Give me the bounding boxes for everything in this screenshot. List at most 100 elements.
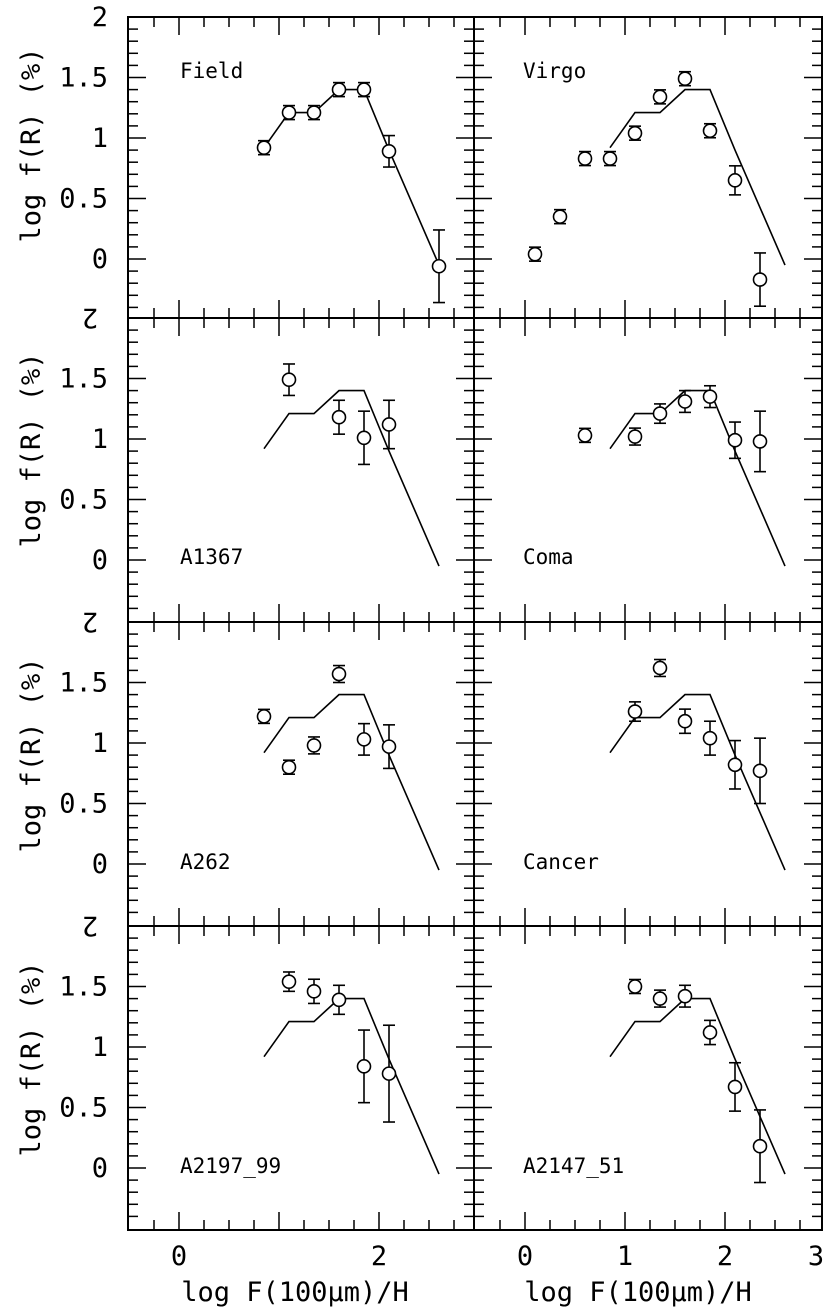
data-point [577, 151, 593, 166]
x-tick-label: 2 [371, 1241, 387, 1272]
y-tick-label: 1 [92, 123, 108, 154]
panel-label: Field [180, 59, 243, 83]
panel-label: A262 [180, 850, 231, 874]
data-point [577, 428, 593, 443]
data-point [356, 732, 372, 747]
panel-label: Virgo [523, 59, 586, 83]
data-point [752, 763, 768, 779]
y-tick-label: 0 [92, 244, 108, 275]
data-point [652, 991, 668, 1006]
data-point [727, 432, 743, 448]
data-point [677, 988, 693, 1004]
data-point [627, 704, 643, 719]
model-line [609, 88, 786, 266]
data-point [381, 1066, 397, 1081]
data-point [331, 666, 347, 682]
panel-frame [473, 925, 823, 1231]
y-tick-label: 2 [82, 302, 98, 333]
data-point [306, 984, 322, 999]
y-tick-label: 2 [92, 2, 108, 33]
model-line [263, 389, 440, 567]
data-point [381, 144, 397, 159]
data-point [331, 992, 347, 1008]
data-point [627, 125, 643, 141]
data-point [256, 140, 272, 155]
data-point [727, 757, 743, 773]
x-tick-label: 0 [517, 1241, 533, 1272]
data-point [527, 246, 543, 262]
data-point [727, 173, 743, 188]
data-point [752, 272, 768, 287]
panel-labels: Field Virgo A1367 Coma A262 Cancer A2197_99 A21… [180, 59, 624, 1178]
y-tick-label: 0 [92, 1153, 108, 1184]
data-point [652, 406, 668, 421]
y-tick-label: 1.5 [59, 972, 108, 1003]
x-tick-label: 2 [717, 1241, 733, 1272]
model-line [609, 389, 786, 567]
data-point [356, 1059, 372, 1074]
data-point [306, 105, 322, 120]
data-point [652, 660, 668, 676]
data-point [677, 394, 693, 409]
axis-ticks [128, 17, 822, 1230]
data-point [677, 713, 693, 729]
panel-frame [473, 621, 823, 927]
data-point [431, 258, 447, 274]
y-tick-label: 0.5 [59, 184, 108, 215]
data-point [727, 1079, 743, 1095]
model-line [263, 997, 440, 1175]
x-axis-title: log F(100μm)/H [524, 1277, 752, 1308]
data-point [702, 1025, 718, 1040]
data-point [552, 209, 568, 224]
y-tick-label: 1.5 [59, 63, 108, 94]
data-point [281, 974, 297, 989]
y-tick-label: 1.5 [59, 364, 108, 395]
x-tick-label: 0 [171, 1241, 187, 1272]
y-tick-label: 0 [92, 849, 108, 880]
y-axis-title: log f(R) (%) [16, 657, 47, 852]
y-axis-title: log f(R) (%) [16, 961, 47, 1156]
data-point [702, 123, 718, 139]
panel-frames [127, 16, 823, 1231]
data-point [752, 1138, 768, 1154]
y-tick-label: 0.5 [59, 485, 108, 516]
data-points [256, 70, 768, 1184]
panel-frame [473, 317, 823, 623]
data-point [652, 89, 668, 105]
y-tick-label: 1.5 [59, 668, 108, 699]
y-axis-title: log f(R) (%) [16, 352, 47, 547]
y-tick-label: 1 [92, 728, 108, 759]
y-tick-label: 0.5 [59, 789, 108, 820]
data-point [677, 71, 693, 87]
y-tick-label: 2 [82, 910, 98, 941]
y-tick-label: 1 [92, 1032, 108, 1063]
axis-titles: log f(R) (%) log f(R) (%) log f(R) (%) log … [16, 47, 752, 1308]
data-point [331, 409, 347, 425]
data-point [602, 151, 618, 166]
data-point [356, 430, 372, 446]
data-point [331, 82, 347, 97]
data-point [702, 389, 718, 404]
x-tick-label: 1 [617, 1241, 633, 1272]
data-point [281, 105, 297, 120]
data-point [702, 730, 718, 746]
x-axis-title: log F(100μm)/H [181, 1277, 409, 1308]
tick-labels: 2 1.5 1 0.5 0 2 1.5 1 0.5 0 2 1.5 1 0.5 0 2 1.5 1 0.5 0 0 2 0 1… [59, 2, 824, 1272]
panel-frame [127, 317, 475, 623]
data-point [256, 709, 272, 724]
panel-frame [127, 925, 475, 1231]
y-tick-label: 0.5 [59, 1093, 108, 1124]
data-point [381, 739, 397, 754]
y-axis-title: log f(R) (%) [16, 47, 47, 242]
data-point [627, 429, 643, 444]
data-point [281, 372, 297, 388]
panel-label: Cancer [523, 850, 599, 874]
panel-label: A2197_99 [180, 1154, 281, 1178]
y-tick-label: 1 [92, 424, 108, 455]
data-point [306, 738, 322, 753]
data-point [356, 82, 372, 97]
panel-label: A2147_51 [523, 1154, 624, 1178]
data-point [381, 417, 397, 432]
panel-frame [127, 621, 475, 927]
